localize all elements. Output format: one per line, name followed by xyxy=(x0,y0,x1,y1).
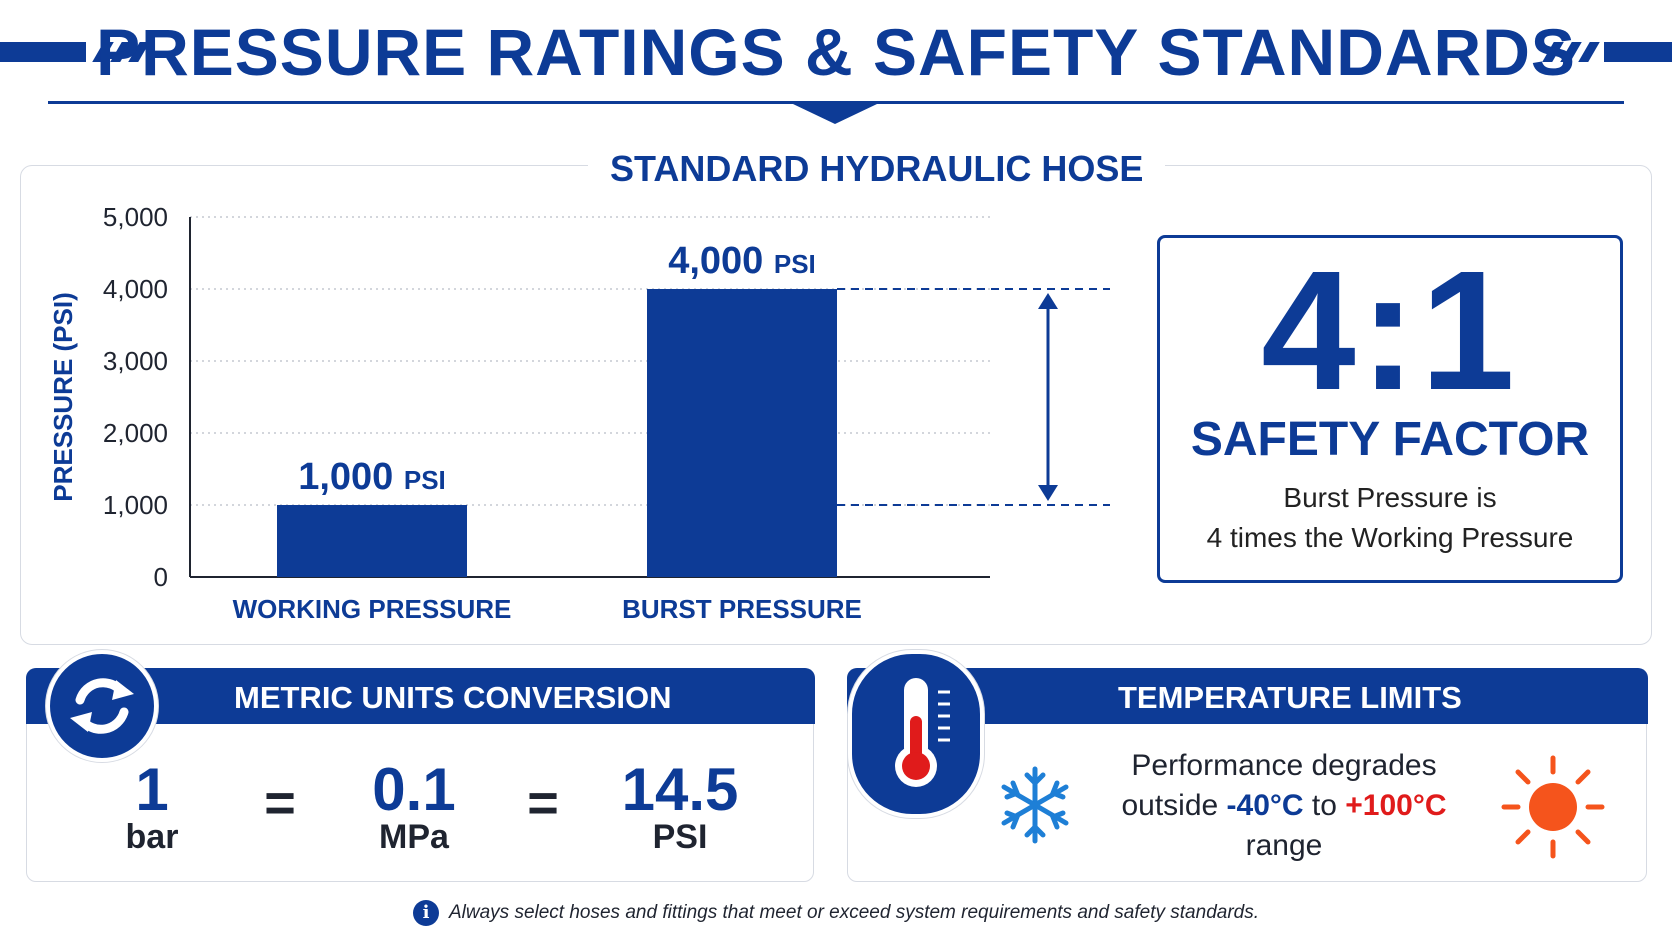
equals-sign-2: = xyxy=(527,773,559,833)
ratio-arrow-head-up xyxy=(1038,293,1058,309)
data-label: 4,000 PSI xyxy=(668,240,816,282)
conversion-unit-mpa: MPa xyxy=(379,818,449,856)
safety-factor-description: Burst Pressure is 4 times the Working Pr… xyxy=(1157,478,1623,558)
y-tick-label: 0 xyxy=(154,562,168,592)
conversion-icon-badge xyxy=(46,650,158,762)
footer-note-text: Always select hoses and fittings that me… xyxy=(448,902,1259,924)
info-icon: i xyxy=(412,900,439,926)
title-divider-notch xyxy=(793,104,877,124)
footer-note: i Always select hoses and fittings that m… xyxy=(0,900,1672,926)
thermometer-badge xyxy=(848,650,984,818)
y-tick-label: 2,000 xyxy=(103,418,168,448)
temperature-max: +100°C xyxy=(1345,789,1447,822)
temperature-min: -40°C xyxy=(1226,789,1304,822)
data-label-unit: PSI xyxy=(774,249,816,279)
x-category-label: WORKING PRESSURE xyxy=(233,594,512,624)
data-label: 1,000 PSI xyxy=(298,456,446,498)
data-label-unit: PSI xyxy=(404,465,446,495)
safety-factor-box xyxy=(1157,235,1623,583)
temperature-line-3: range xyxy=(1245,829,1323,862)
ratio-arrow-head-down xyxy=(1038,485,1058,501)
y-tick-label: 4,000 xyxy=(103,274,168,304)
safety-factor-line-1: Burst Pressure is xyxy=(1283,482,1497,513)
temperature-line-1: Performance degrades xyxy=(1131,749,1437,782)
conversion-unit-psi: PSI xyxy=(652,818,708,856)
header-decoration-left xyxy=(0,42,160,62)
snowflake-icon xyxy=(1001,766,1069,844)
temperature-line-2: outside -40°C to +100°C xyxy=(1121,789,1447,822)
thermometer-icon xyxy=(895,678,950,787)
conversion-value-mpa: 0.1 xyxy=(372,756,456,823)
y-tick-label: 3,000 xyxy=(103,346,168,376)
temperature-description: Performance degrades outside -40°C to +1… xyxy=(1094,746,1474,866)
equals-sign-1: = xyxy=(264,773,296,833)
title-divider xyxy=(48,101,1624,104)
y-tick-label: 1,000 xyxy=(103,490,168,520)
y-tick-label: 5,000 xyxy=(103,202,168,232)
y-axis-title: PRESSURE (PSI) xyxy=(48,292,78,502)
refresh-icon xyxy=(70,678,134,734)
bar-working-pressure xyxy=(277,505,467,577)
page-title: PRESSURE RATINGS & SAFETY STANDARDS xyxy=(96,15,1576,89)
conversion-value-bar: 1 xyxy=(135,756,169,823)
safety-factor-line-2: 4 times the Working Pressure xyxy=(1206,522,1574,553)
safety-factor-label: SAFETY FACTOR xyxy=(1190,413,1590,466)
safety-factor-ratio: 4:1 xyxy=(1261,236,1519,426)
sun-icon xyxy=(1501,755,1605,859)
chart-title: STANDARD HYDRAULIC HOSE xyxy=(588,148,1166,190)
conversion-unit-bar: bar xyxy=(125,818,179,856)
conversion-card-title: METRIC UNITS CONVERSION xyxy=(234,680,672,715)
x-category-label: BURST PRESSURE xyxy=(622,594,862,624)
conversion-value-psi: 14.5 xyxy=(621,756,739,823)
conversion-card-header xyxy=(26,668,815,724)
header-decoration-right xyxy=(1540,42,1672,62)
bar-burst-pressure xyxy=(647,289,837,577)
temperature-card-title: TEMPERATURE LIMITS xyxy=(1118,680,1462,715)
